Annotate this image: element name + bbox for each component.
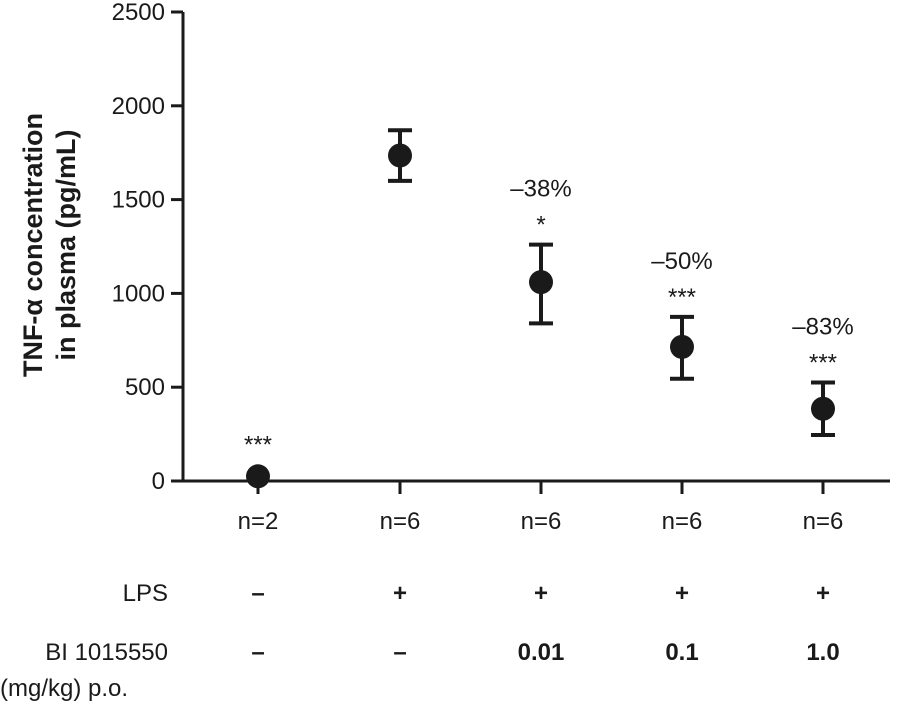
percent-change-label: –38%	[510, 176, 571, 203]
lps-cell: –	[251, 580, 264, 607]
data-point	[811, 396, 835, 421]
y-tick-label: 2000	[112, 93, 165, 120]
y-axis-label-line-1: TNF-α concentration	[18, 113, 48, 377]
significance-label: ***	[809, 350, 837, 377]
data-point	[246, 464, 270, 489]
percent-change-label: –83%	[792, 314, 853, 341]
n-label: n=2	[238, 508, 279, 535]
data-points	[246, 143, 835, 489]
y-axis-label: TNF-α concentration in plasma (pg/mL)	[18, 113, 81, 377]
dose-cell: 1.0	[806, 639, 839, 666]
data-point	[529, 270, 553, 295]
significance-label: *	[536, 212, 545, 239]
n-labels: n=2 n=6 n=6 n=6 n=6	[238, 508, 844, 535]
lps-cell: +	[393, 580, 407, 607]
row-label-lps: LPS	[123, 580, 168, 607]
dose-cell: –	[393, 639, 406, 666]
data-point	[388, 143, 412, 168]
annotations: ****–38%***–50%***–83%	[244, 176, 854, 459]
y-ticks: 0 500 1000 1500 2000 2500	[112, 0, 183, 495]
n-label: n=6	[521, 508, 562, 535]
lps-cell: +	[534, 580, 548, 607]
y-tick-label: 0	[152, 468, 165, 495]
y-tick-label: 1000	[112, 280, 165, 307]
data-point	[670, 334, 694, 359]
y-tick-label: 2500	[112, 0, 165, 26]
significance-label: ***	[668, 284, 696, 311]
row-label-dose-line-2: (mg/kg) p.o.	[0, 675, 128, 702]
treatment-table: LPS BI 1015550 (mg/kg) p.o. – – + – +0.01 +0.…	[0, 580, 840, 702]
n-label: n=6	[380, 508, 421, 535]
lps-cell: +	[816, 580, 830, 607]
dose-cell: 0.01	[518, 639, 565, 666]
dose-cell: 0.1	[665, 639, 698, 666]
significance-label: ***	[244, 431, 272, 458]
n-label: n=6	[803, 508, 844, 535]
y-axis-label-line-2: in plasma (pg/mL)	[51, 129, 81, 360]
y-tick-label: 500	[125, 374, 165, 401]
error-bars	[388, 128, 835, 438]
row-label-dose-line-1: BI 1015550	[45, 639, 168, 666]
lps-cell: +	[675, 580, 689, 607]
dose-cell: –	[251, 639, 264, 666]
n-label: n=6	[662, 508, 703, 535]
y-tick-label: 1500	[112, 187, 165, 214]
percent-change-label: –50%	[651, 248, 712, 275]
axes	[181, 12, 890, 494]
